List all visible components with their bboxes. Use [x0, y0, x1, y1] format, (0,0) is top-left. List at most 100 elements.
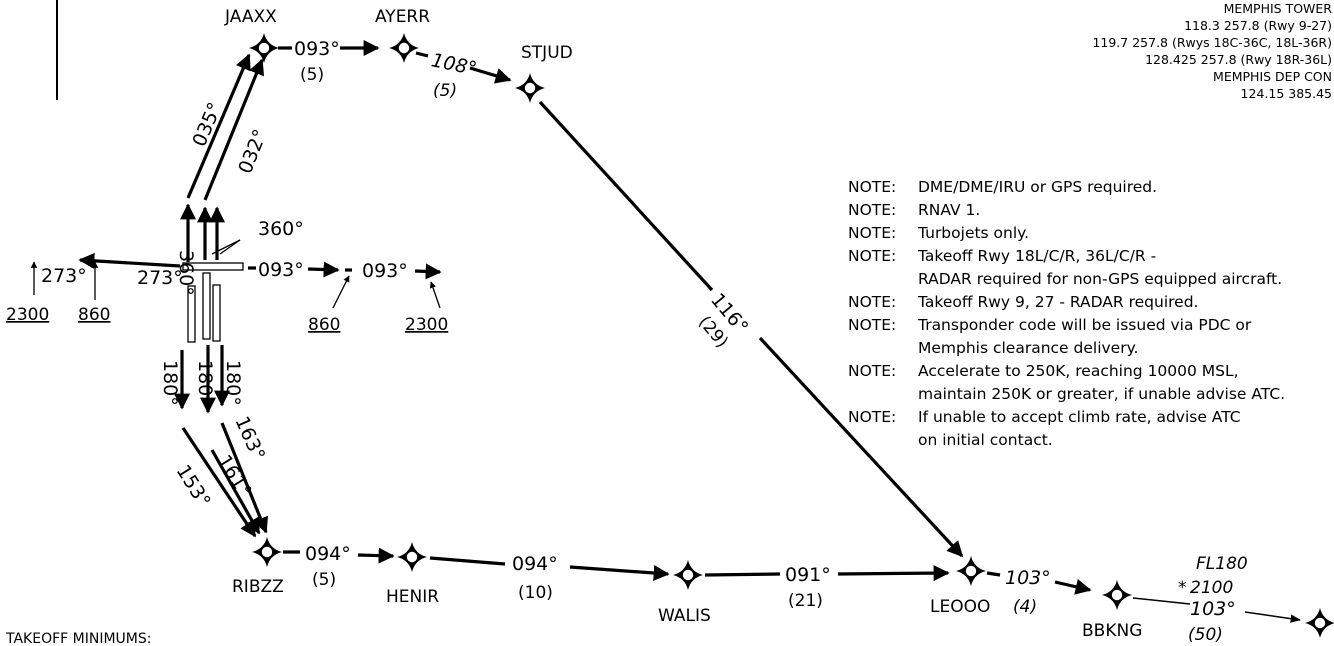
waypoint-henir-symbol[interactable]	[397, 542, 427, 572]
runway-18r-36l	[212, 284, 221, 342]
note-text-continued: Memphis clearance delivery.	[918, 339, 1138, 357]
leg-ribzz-henir	[357, 547, 395, 564]
altitude-leader-east-outer	[429, 281, 441, 309]
fix-label-stjud: STJUD	[521, 43, 573, 63]
distance-ribzz-henir: (5)	[312, 570, 336, 590]
note-text-continued: on initial contact.	[918, 431, 1053, 449]
note-text: Takeoff Rwy 9, 27 - RADAR required.	[917, 293, 1198, 311]
note-text-continued: RADAR required for non-GPS equipped airc…	[918, 270, 1282, 288]
frequency-block: MEMPHIS TOWER 118.3 257.8 (Rwy 9-27) 119…	[1092, 1, 1332, 101]
notes-block: NOTE: DME/DME/IRU or GPS required. NOTE:…	[848, 178, 1285, 449]
note-text: Transponder code will be issued via PDC …	[917, 316, 1252, 334]
leg-stjud-leooo-upper	[538, 100, 714, 292]
leg-walis-leooo-start	[704, 572, 781, 577]
course-east-outer: 093°	[362, 260, 408, 282]
route-east-outer	[414, 263, 442, 280]
course-ayerr-stjud: 108°	[429, 49, 478, 80]
distance-jaaxx-ayerr: (5)	[300, 65, 324, 85]
distance-bbkng-next: (50)	[1188, 625, 1223, 645]
leg-henir-walis	[569, 564, 670, 581]
south-departure-routes	[174, 345, 269, 538]
north-departure-routes	[180, 53, 264, 262]
altitude-east-inner: 860	[308, 315, 340, 335]
note-prefix: NOTE:	[848, 316, 896, 334]
enroute-legs	[278, 40, 1302, 623]
altitude-west-inner: 860	[78, 305, 110, 325]
route-east-inner	[307, 261, 340, 278]
takeoff-minimums-heading: TAKEOFF MINIMUMS:	[5, 631, 151, 646]
course-west-outer: 273°	[41, 265, 87, 287]
tower-label: MEMPHIS TOWER	[1224, 1, 1333, 16]
waypoint-walis-symbol[interactable]	[673, 560, 703, 590]
leg-stjud-leooo-lower	[758, 336, 964, 558]
fix-label-henir: HENIR	[386, 587, 439, 607]
tower-frequency-3: 128.425 257.8 (Rwy 18R-36L)	[1145, 52, 1332, 67]
note-prefix: NOTE:	[848, 293, 896, 311]
fix-label-ayerr: AYERR	[375, 7, 430, 27]
route-to-ribzz-left	[181, 427, 257, 538]
note-text-continued: maintain 250K or greater, if unable advi…	[918, 385, 1285, 403]
note-text: If unable to accept climb rate, advise A…	[918, 408, 1241, 426]
note-text: Takeoff Rwy 18L/C/R, 36L/C/R -	[917, 247, 1156, 265]
course-leooo-bbkng: 103°	[1005, 567, 1051, 589]
course-south-center: 180°	[194, 360, 216, 406]
bbkng-restriction-marker: *	[1178, 578, 1187, 598]
waypoint-ribzz-symbol[interactable]	[252, 537, 282, 567]
course-bbkng-next: 103°	[1190, 598, 1236, 620]
course-south-right: 180°	[222, 360, 244, 406]
runway-18l-36r	[187, 285, 196, 343]
leg-bbkng-next-start	[1132, 597, 1191, 605]
route-to-ribzz-center	[210, 449, 261, 535]
west-departure-route	[30, 252, 181, 300]
fix-label-leooo: LEOOO	[930, 597, 990, 617]
leader-360-right-2	[219, 239, 241, 255]
waypoint-ayerr-symbol[interactable]	[389, 33, 419, 63]
note-text: RNAV 1.	[918, 201, 980, 219]
route-west	[78, 252, 181, 269]
leg-henir-walis-start	[429, 556, 506, 566]
tower-frequency-2: 119.7 257.8 (Rwys 18C-36C, 18L-36R)	[1092, 35, 1332, 50]
leg-ayerr-stjud-start	[415, 51, 429, 58]
course-north-left: 360°	[175, 250, 197, 296]
note-text: Turbojets only.	[917, 224, 1029, 242]
waypoint-leooo-symbol[interactable]	[956, 556, 986, 586]
course-walis-leooo: 091°	[785, 564, 831, 586]
bbkng-restriction-upper: FL180	[1196, 554, 1248, 574]
leg-bbkng-next	[1244, 611, 1302, 623]
altitude-leader-east-inner	[332, 275, 350, 309]
fix-label-bbkng: BBKNG	[1082, 621, 1142, 641]
note-prefix: NOTE:	[848, 224, 896, 242]
waypoint-next-symbol[interactable]	[1305, 608, 1334, 638]
leg-leooo-bbkng	[1054, 578, 1092, 595]
leg-leooo-bbkng-start	[986, 571, 1001, 577]
note-prefix: NOTE:	[848, 362, 896, 380]
route-to-ribzz-right	[220, 422, 269, 534]
bbkng-restriction-lower: 2100	[1190, 578, 1233, 598]
runway-9-27	[182, 262, 244, 271]
leader-360-right	[211, 239, 241, 255]
note-prefix: NOTE:	[848, 247, 896, 265]
course-ribzz-henir: 094°	[305, 543, 351, 565]
note-text: DME/DME/IRU or GPS required.	[918, 178, 1157, 196]
departure-frequency: 124.15 385.45	[1241, 86, 1332, 101]
course-to-jaaxx-right: 032°	[234, 126, 272, 177]
fix-label-walis: WALIS	[658, 606, 711, 626]
route-to-jaaxx-left	[186, 53, 251, 199]
course-henir-walis: 094°	[512, 553, 558, 575]
fix-label-ribzz: RIBZZ	[232, 577, 284, 597]
distance-leooo-bbkng: (4)	[1013, 597, 1037, 617]
course-west-inner: 273°	[137, 267, 183, 289]
departure-label: MEMPHIS DEP CON	[1213, 69, 1332, 84]
runways	[182, 262, 244, 343]
waypoint-jaaxx-symbol[interactable]	[249, 33, 279, 63]
altitude-west-outer: 2300	[6, 305, 49, 325]
leg-walis-leooo	[837, 565, 950, 582]
distance-walis-leooo: (21)	[788, 591, 823, 611]
waypoint-bbkng-symbol[interactable]	[1102, 580, 1132, 610]
runway-18c-36c	[202, 272, 211, 340]
waypoint-stjud-symbol[interactable]	[515, 73, 545, 103]
east-departure-route	[248, 261, 442, 309]
note-prefix: NOTE:	[848, 408, 896, 426]
note-prefix: NOTE:	[848, 201, 896, 219]
